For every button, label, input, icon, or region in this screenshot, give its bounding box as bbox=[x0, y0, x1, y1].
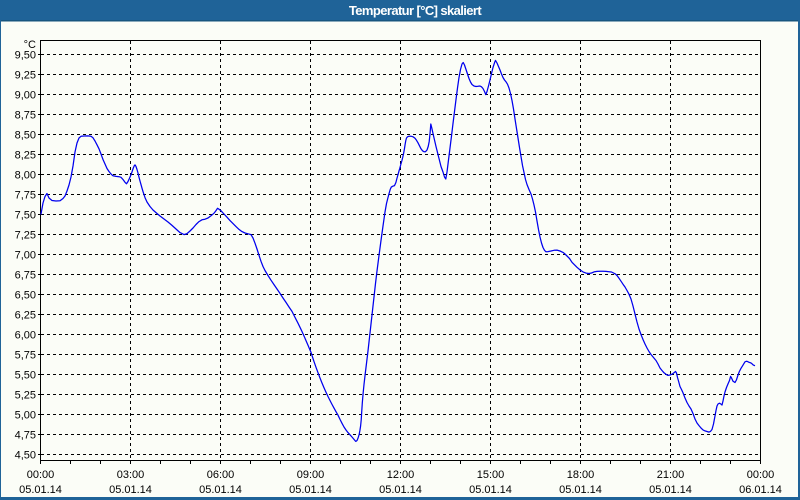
svg-text:7,50: 7,50 bbox=[15, 210, 36, 222]
svg-text:8,25: 8,25 bbox=[15, 150, 36, 162]
svg-text:05.01.14: 05.01.14 bbox=[109, 484, 152, 496]
svg-text:18:00: 18:00 bbox=[567, 469, 595, 481]
svg-text:06.01.14: 06.01.14 bbox=[739, 484, 782, 496]
svg-text:4,75: 4,75 bbox=[15, 430, 36, 442]
svg-text:03:00: 03:00 bbox=[117, 469, 145, 481]
svg-text:5,75: 5,75 bbox=[15, 350, 36, 362]
svg-text:7,00: 7,00 bbox=[15, 250, 36, 262]
svg-text:6,75: 6,75 bbox=[15, 270, 36, 282]
svg-text:8,00: 8,00 bbox=[15, 170, 36, 182]
svg-text:15:00: 15:00 bbox=[477, 469, 505, 481]
svg-text:9,25: 9,25 bbox=[15, 70, 36, 82]
svg-text:8,50: 8,50 bbox=[15, 130, 36, 142]
svg-text:6,50: 6,50 bbox=[15, 290, 36, 302]
svg-text:5,00: 5,00 bbox=[15, 410, 36, 422]
svg-text:05.01.14: 05.01.14 bbox=[19, 484, 62, 496]
svg-text:05.01.14: 05.01.14 bbox=[649, 484, 692, 496]
svg-text:05.01.14: 05.01.14 bbox=[559, 484, 602, 496]
svg-text:6,00: 6,00 bbox=[15, 330, 36, 342]
svg-text:8,75: 8,75 bbox=[15, 110, 36, 122]
svg-text:05.01.14: 05.01.14 bbox=[379, 484, 422, 496]
svg-text:05.01.14: 05.01.14 bbox=[199, 484, 242, 496]
svg-text:09:00: 09:00 bbox=[297, 469, 325, 481]
svg-text:4,50: 4,50 bbox=[15, 450, 36, 462]
svg-text:7,75: 7,75 bbox=[15, 190, 36, 202]
svg-text:6,25: 6,25 bbox=[15, 310, 36, 322]
svg-text:9,50: 9,50 bbox=[15, 50, 36, 62]
svg-text:00:00: 00:00 bbox=[27, 469, 55, 481]
svg-text:Temperatur [°C] skaliert: Temperatur [°C] skaliert bbox=[349, 3, 482, 18]
svg-text:7,25: 7,25 bbox=[15, 230, 36, 242]
svg-text:21:00: 21:00 bbox=[657, 469, 685, 481]
svg-text:05.01.14: 05.01.14 bbox=[289, 484, 332, 496]
svg-text:12:00: 12:00 bbox=[387, 469, 415, 481]
svg-text:5,25: 5,25 bbox=[15, 390, 36, 402]
svg-text:9,00: 9,00 bbox=[15, 90, 36, 102]
svg-text:5,50: 5,50 bbox=[15, 370, 36, 382]
svg-text:°C: °C bbox=[24, 39, 36, 51]
svg-text:06:00: 06:00 bbox=[207, 469, 235, 481]
svg-text:00:00: 00:00 bbox=[747, 469, 775, 481]
svg-text:05.01.14: 05.01.14 bbox=[469, 484, 512, 496]
